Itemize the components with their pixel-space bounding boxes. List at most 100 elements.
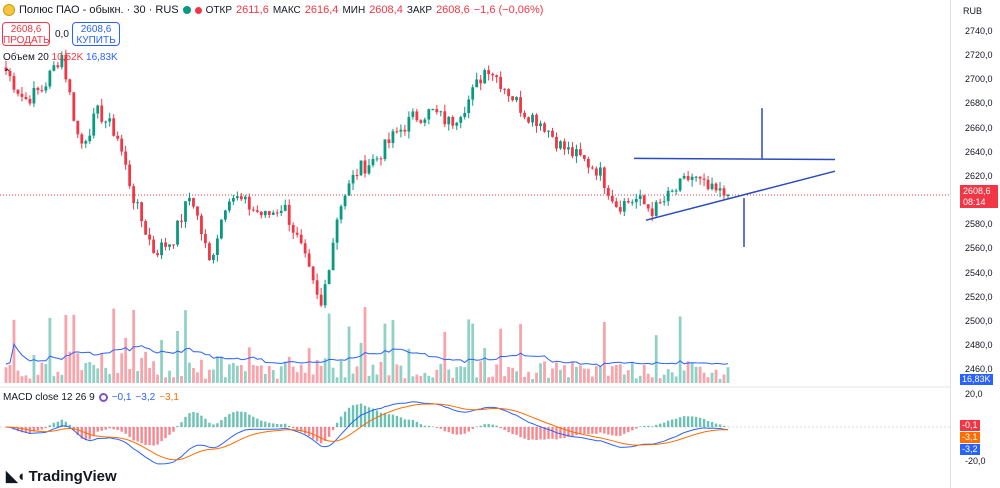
candle-body (343, 195, 347, 207)
macd-hist-bar (144, 427, 147, 445)
volume-bar (618, 364, 622, 383)
macd-signal-badge: -3,1 (960, 432, 980, 443)
chart-canvas[interactable] (0, 0, 950, 488)
candle-body (108, 118, 112, 122)
volume-bar (128, 368, 132, 383)
macd-hist-bar (678, 417, 682, 427)
volume-bar (367, 375, 371, 383)
macd-hist-bar (575, 427, 578, 436)
macd-hist-bar (647, 425, 650, 427)
price-tick: 2700,0 (965, 74, 993, 85)
candle-body (16, 89, 20, 94)
macd-hist-bar (579, 427, 582, 435)
candle-body (279, 210, 283, 213)
candle-body (443, 111, 447, 125)
macd-hist-bar (280, 424, 283, 427)
volume-bar (563, 365, 566, 383)
symbol-title[interactable]: Полюс ПАО - обыкн. · 30 · RUS (19, 4, 179, 16)
macd-hist-bar (355, 404, 359, 427)
sell-button[interactable]: 2608,6 ПРОДАТЬ (2, 22, 50, 46)
macd-hist-bar (88, 427, 91, 440)
candle-body (36, 87, 40, 91)
volume-bar (327, 313, 331, 383)
currency-label[interactable]: RUB (963, 6, 983, 16)
candle-body (407, 116, 411, 132)
volume-bar (136, 371, 140, 383)
volume-bar (363, 307, 367, 383)
macd-hist-bar (156, 427, 159, 445)
candle-body (263, 211, 267, 216)
candle-body (339, 206, 343, 220)
macd-signal-line (5, 403, 728, 461)
macd-hist-bar (611, 427, 614, 436)
candle-body (204, 233, 207, 244)
candle-body (411, 111, 415, 117)
candle-body (718, 188, 722, 191)
volume-bar (694, 366, 698, 383)
candle-body (586, 158, 590, 168)
macd-hist-bar (176, 426, 179, 427)
volume-bar (271, 370, 275, 383)
macd-hist-bar (551, 427, 554, 439)
buy-button[interactable]: 2608,6 КУПИТЬ (72, 22, 120, 46)
candle-body (427, 109, 431, 120)
macd-hist-bar (292, 427, 295, 429)
candle-body (543, 123, 546, 132)
volume-bar (351, 373, 355, 383)
candle-body (622, 201, 626, 212)
price-axis[interactable] (950, 0, 1000, 488)
candle-body (638, 195, 642, 200)
macd-settings-icon[interactable] (98, 393, 108, 402)
macd-hist-bar (427, 425, 431, 427)
volume-bar (243, 371, 247, 383)
candle-body (192, 197, 195, 207)
macd-hist-bar (371, 408, 375, 427)
volume-bar (359, 342, 363, 383)
macd-hist-bar (491, 424, 494, 427)
candle-body (523, 112, 526, 118)
volume-bar (255, 365, 259, 383)
collapse-legend-icon[interactable]: ⌃ (3, 68, 12, 79)
volume-bar (654, 335, 658, 383)
volume-bar (690, 362, 694, 383)
candle-body (650, 208, 654, 216)
macd-hist-bar (419, 424, 423, 427)
macd-legend[interactable]: MACD close 12 26 9 −0,1 −3,2 −3,1 (3, 392, 179, 403)
candle-body (60, 54, 64, 68)
candle-body (335, 219, 339, 243)
candle-body (40, 90, 44, 92)
macd-hist-bar (323, 427, 327, 441)
volume-bar (239, 364, 243, 383)
volume-bar (682, 370, 686, 383)
macd-hist-bar (307, 427, 311, 437)
tradingview-logo[interactable]: ◣◖ TradingView (6, 467, 117, 486)
candle-body (275, 212, 279, 214)
volume-bar (602, 322, 606, 383)
macd-hist-bar (619, 427, 622, 436)
volume-bar (104, 367, 108, 383)
volume-bar (291, 366, 295, 383)
volume-bar (283, 361, 287, 383)
volume-bar (140, 357, 144, 383)
macd-hist-bar (168, 427, 171, 435)
macd-hist-bar (264, 421, 267, 427)
candle-body (235, 196, 239, 199)
macd-hist-bar (666, 420, 670, 427)
tradingview-mark-icon: ◣◖ (6, 468, 26, 485)
price-tick: 2460,0 (965, 364, 993, 375)
candle-body (28, 98, 32, 104)
candle-body (447, 116, 451, 125)
volume-bar (559, 369, 562, 383)
macd-hist-bar (599, 427, 602, 433)
volume-legend[interactable]: Объем 20 10,52K 16,83K (3, 52, 118, 63)
macd-hist-bar (670, 419, 674, 427)
volume-bar (678, 316, 682, 383)
volume-bar (36, 374, 40, 383)
price-tick: 2720,0 (965, 50, 993, 61)
candle-body (20, 93, 24, 97)
volume-bar (662, 374, 666, 383)
volume-bar (112, 308, 116, 383)
volume-bar (387, 375, 391, 383)
macd-line (5, 401, 729, 465)
volume-bar (670, 372, 674, 383)
